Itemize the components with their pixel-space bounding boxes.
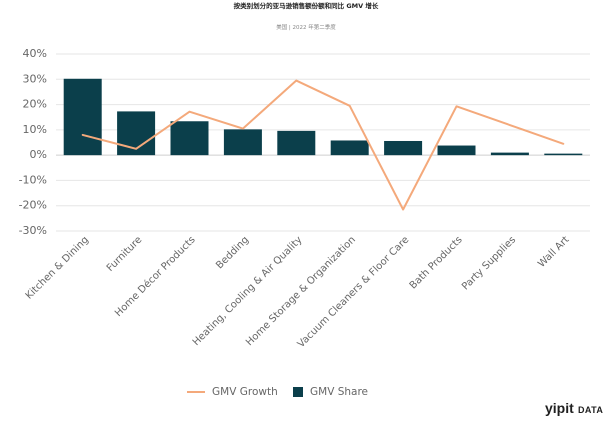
x-tick-label: Bath Products [408, 234, 465, 291]
legend: GMV Growth GMV Share [187, 386, 368, 398]
bar-gmv-share [544, 153, 583, 156]
y-axis-labels: 40% 30% 20% 10% 0% -10% -20% -30% [19, 47, 47, 237]
y-tick-label: 30% [23, 72, 47, 85]
line-layer [81, 79, 565, 211]
line-gmv-growth [81, 79, 565, 211]
y-tick-label: -10% [19, 173, 47, 186]
bar-gmv-share [277, 130, 316, 156]
legend-bar-swatch [293, 387, 303, 397]
bar-gmv-share [330, 140, 369, 156]
x-tick-label: Wall Art [536, 234, 571, 269]
brand-logo: yipit DATA [545, 400, 603, 416]
bar-gmv-share [170, 121, 209, 156]
bar-gmv-share [384, 140, 423, 156]
y-tick-label: -30% [19, 224, 47, 237]
y-tick-label: 10% [23, 123, 47, 136]
x-tick-label: Furniture [105, 234, 145, 274]
bar-gmv-share [437, 145, 476, 156]
legend-item-gmv-share: GMV Share [310, 386, 368, 398]
x-tick-label: Home Storage & Organization [244, 234, 358, 348]
bar-gmv-share [223, 129, 262, 156]
x-tick-label: Heating, Cooling & Air Quality [191, 234, 305, 348]
brand-sub: DATA [578, 405, 603, 415]
x-tick-label: Party Supplies [460, 234, 518, 292]
brand-main: yipit [545, 400, 574, 416]
x-tick-label: Vacuum Cleaners & Floor Care [296, 234, 412, 350]
chart-title: 按类别划分的亚马逊销售额份额和同比 GMV 增长 [234, 1, 379, 10]
chart-subtitle: 美国 | 2022 年第二季度 [276, 23, 336, 31]
y-tick-label: -20% [19, 199, 47, 212]
y-tick-label: 0% [30, 148, 47, 161]
bars-layer [63, 78, 583, 156]
bar-gmv-share [490, 152, 529, 156]
legend-item-gmv-growth: GMV Growth [212, 386, 278, 398]
y-tick-label: 20% [23, 98, 47, 111]
y-tick-label: 40% [23, 47, 47, 60]
bar-gmv-share [63, 78, 102, 156]
x-tick-label: Bedding [214, 234, 251, 271]
x-tick-label: Kitchen & Dining [24, 234, 91, 301]
